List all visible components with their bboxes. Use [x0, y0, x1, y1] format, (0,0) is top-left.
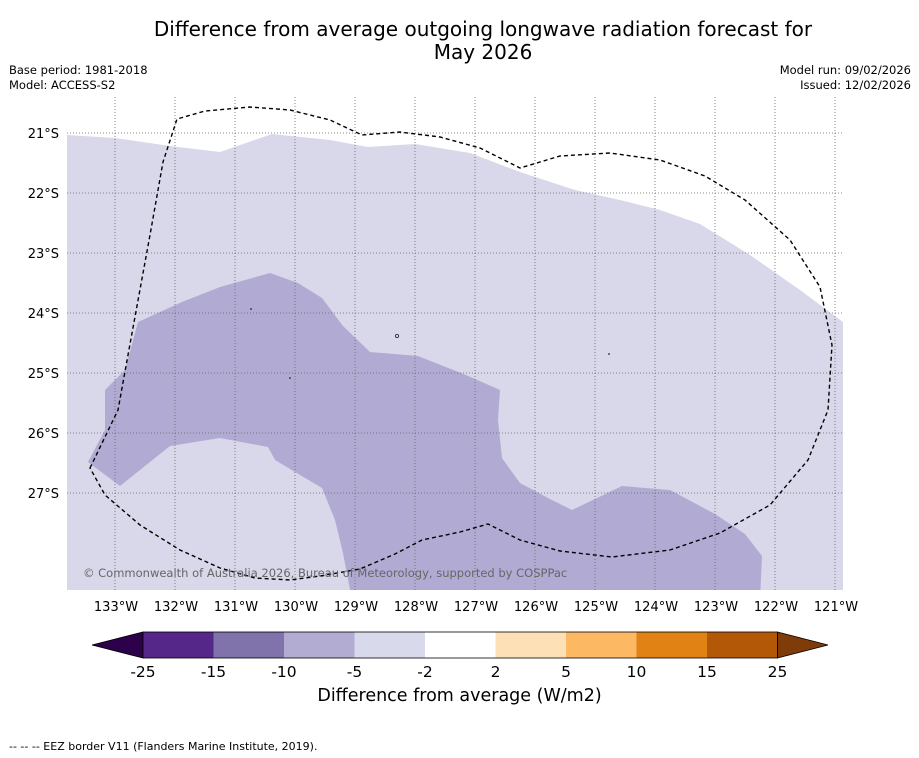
latitude-labels: 21°S 22°S 23°S 24°S 25°S 26°S 27°S	[28, 127, 59, 502]
colorbar-extend-low	[91, 631, 144, 659]
base-period: Base period: 1981-2018	[9, 63, 148, 77]
colorbar-tick: 10	[627, 663, 647, 681]
colorbar-tick: -15	[201, 663, 226, 681]
lon-label: 121°W	[814, 600, 858, 615]
title-line-2: May 2026	[433, 40, 533, 64]
colorbar-tick: -10	[271, 663, 296, 681]
lat-label: 26°S	[28, 427, 59, 442]
issued-date: Issued: 12/02/2026	[800, 78, 911, 92]
anomaly-region-medium	[88, 273, 762, 590]
lon-label: 131°W	[214, 600, 258, 615]
colorbar-extend-high	[777, 631, 829, 659]
colorbar-tick: -25	[130, 663, 155, 681]
lat-label: 22°S	[28, 187, 59, 202]
lon-label: 127°W	[454, 600, 498, 615]
colorbar-tick: -2	[417, 663, 432, 681]
colorbar-tick: 25	[768, 663, 788, 681]
lon-label: 123°W	[694, 600, 738, 615]
graticule	[67, 97, 843, 590]
eez-border	[89, 106, 833, 581]
model-run: Model run: 09/02/2026	[779, 63, 911, 77]
lon-label: 122°W	[754, 600, 798, 615]
lat-label: 23°S	[28, 247, 59, 262]
colorbar-segment	[566, 632, 637, 658]
colorbar-title: Difference from average (W/m2)	[317, 686, 602, 706]
meta-left: Base period: 1981-2018 Model: ACCESS-S2	[9, 63, 148, 93]
colorbar-tick: 15	[697, 663, 717, 681]
lat-label: 24°S	[28, 307, 59, 322]
colorbar-tick: -5	[347, 663, 362, 681]
lon-label: 124°W	[634, 600, 678, 615]
colorbar-segment	[425, 632, 496, 658]
map-title: Difference from average outgoing longwav…	[0, 18, 919, 64]
colorbar-segment	[284, 632, 355, 658]
colorbar-segment	[213, 632, 284, 658]
colorbar-tick: 5	[561, 663, 571, 681]
model-name: Model: ACCESS-S2	[9, 78, 116, 92]
title-line-1: Difference from average outgoing longwav…	[153, 17, 813, 41]
longitude-labels: 133°W 132°W 131°W 130°W 129°W 128°W 127°…	[94, 600, 858, 615]
colorbar-segment	[354, 632, 425, 658]
map-area: © Commonwealth of Australia 2026, Bureau…	[67, 97, 843, 590]
lon-label: 126°W	[514, 600, 558, 615]
colorbar: -25 -15 -10 -5 -2 2 5 10 15 25	[91, 631, 829, 681]
lon-label: 132°W	[154, 600, 198, 615]
lon-label: 128°W	[394, 600, 438, 615]
anomaly-region-light	[67, 134, 843, 590]
islands	[250, 308, 610, 379]
lon-label: 133°W	[94, 600, 138, 615]
eez-footnote: -- -- -- EEZ border V11 (Flanders Marine…	[9, 740, 318, 753]
lat-label: 25°S	[28, 367, 59, 382]
lat-label: 27°S	[28, 487, 59, 502]
colorbar-segment	[707, 632, 778, 658]
colorbar-tick: 2	[491, 663, 501, 681]
colorbar-segment	[143, 632, 214, 658]
meta-right: Model run: 09/02/2026 Issued: 12/02/2026	[780, 63, 911, 93]
lon-label: 130°W	[274, 600, 318, 615]
colorbar-segment	[495, 632, 566, 658]
lon-label: 129°W	[334, 600, 378, 615]
lon-label: 125°W	[574, 600, 618, 615]
lat-label: 21°S	[28, 127, 59, 142]
colorbar-segment	[636, 632, 707, 658]
copyright-text: © Commonwealth of Australia 2026, Bureau…	[83, 566, 567, 580]
